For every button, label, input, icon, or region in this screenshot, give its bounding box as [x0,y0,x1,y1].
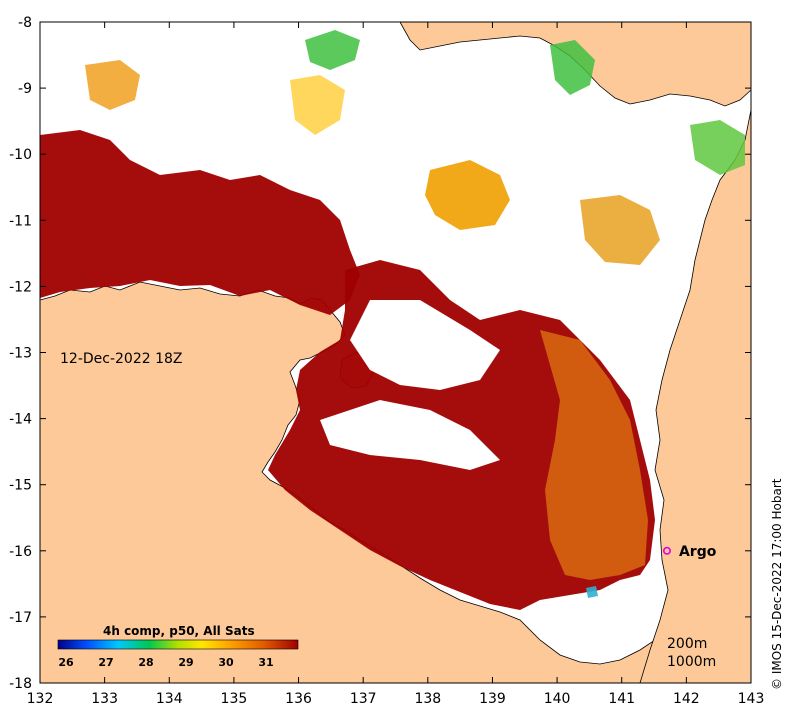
x-tick-label: 142 [673,691,700,707]
y-tick-label: -8 [18,15,32,31]
date-label: 12-Dec-2022 18Z [60,351,183,367]
credit-text: © IMOS 15-Dec-2022 17:00 Hobart [770,478,784,690]
land-new-guinea [399,22,751,107]
y-tick-label: -15 [9,478,32,494]
y-tick-label: -16 [9,544,32,560]
x-tick-label: 136 [285,691,312,707]
y-tick-label: -18 [9,676,32,692]
colorbar-tick-label: 31 [258,656,273,669]
sst-patch-south-cyan [586,586,598,598]
argo-marker-icon[interactable] [662,546,671,555]
argo-label: Argo [679,544,717,560]
x-tick-label: 133 [91,691,118,707]
colorbar-tick-label: 30 [218,656,234,669]
y-tick-label: -14 [9,412,32,428]
x-tick-label: 135 [221,691,248,707]
y-tick-label: -10 [9,147,32,163]
x-axis: 132 133 134 135 136 137 138 139 140 141 142 143 [27,22,765,707]
sst-patch-n-green [305,30,360,70]
colorbar-tick-label: 29 [178,656,193,669]
x-tick-label: 137 [350,691,377,707]
y-axis: -8 -9 -10 -11 -12 -13 -14 -15 -16 -17 -18 [9,15,751,692]
colorbar-title: 4h comp, p50, All Sats [103,624,255,638]
x-tick-label: 140 [544,691,571,707]
colorbar: 4h comp, p50, All Sats 26 27 28 29 30 31 [57,624,299,669]
y-tick-label: -9 [18,81,32,97]
sst-patch-north-orange-2 [580,195,660,265]
y-tick-label: -13 [9,346,32,362]
x-tick-label: 141 [608,691,635,707]
y-tick-label: -11 [9,213,32,229]
y-tick-label: -12 [9,279,32,295]
y-tick-label: -17 [9,610,32,626]
sst-patch-nw-orange [85,60,140,110]
colorbar-ticks: 26 27 28 29 30 31 [58,656,273,669]
colorbar-gradient [57,639,299,650]
sst-patch-cloud-gap-2 [320,400,500,470]
x-tick-label: 138 [414,691,441,707]
sst-patch-east-warm [540,330,648,580]
land-cape-york [639,22,751,683]
sst-field [40,30,745,610]
sst-patch-e-green [690,120,745,175]
sst-patch-north-orange [425,160,510,230]
sst-patch-ne-green [550,40,595,95]
sst-patch-west [40,130,360,315]
land-northern-territory [40,281,701,683]
argo-float[interactable]: Argo [662,544,717,560]
sst-patch-n-yellow [290,75,345,135]
colorbar-tick-label: 27 [98,656,113,669]
sst-patch-cloud-gap [350,300,500,390]
colorbar-tick-label: 26 [58,656,74,669]
x-tick-label: 143 [738,691,765,707]
depth-label-200m: 200m [667,636,707,652]
colorbar-tick-label: 28 [138,656,153,669]
x-tick-label: 134 [156,691,183,707]
x-tick-label: 132 [27,691,54,707]
depth-label-1000m: 1000m [667,654,716,670]
x-tick-label: 139 [479,691,506,707]
